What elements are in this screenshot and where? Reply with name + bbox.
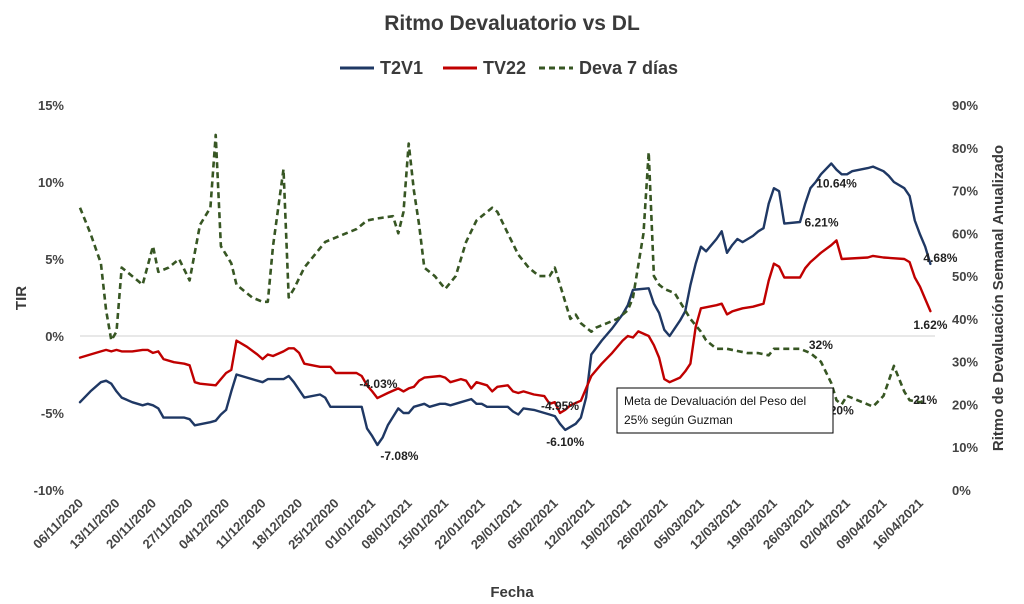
y-right-tick-label: 80% (952, 141, 978, 156)
legend-label: T2V1 (380, 58, 423, 78)
y-left-tick-label: 15% (38, 98, 64, 113)
y-right-tick-label: 70% (952, 184, 978, 199)
series-line-3 (78, 133, 926, 408)
series-line-2 (78, 239, 932, 415)
y-right-tick-label: 90% (952, 98, 978, 113)
y-axis-right: 0% 10% 20% 30% 40% 50% 60% 70% 80% 90% (952, 98, 978, 498)
y-axis-left: -10% -5% 0% 5% 10% 15% (34, 98, 65, 498)
x-axis-label: Fecha (490, 584, 534, 601)
data-label: 20% (830, 403, 854, 417)
y-axis-left-label: TIR (13, 286, 30, 310)
data-label: -7.08% (380, 449, 418, 463)
y-right-tick-label: 20% (952, 397, 978, 412)
data-label: 4.68% (923, 251, 957, 265)
note-box: Meta de Devaluación del Peso del 25% seg… (616, 387, 834, 434)
data-label: -4.03% (359, 377, 397, 391)
data-label: -6.10% (546, 435, 584, 449)
y-left-tick-label: 10% (38, 175, 64, 190)
y-axis-right-label: Ritmo de Devaluación Semanal Anualizado (990, 145, 1007, 451)
data-label: 32% (809, 338, 833, 352)
x-axis: 06/11/202013/11/202020/11/202027/11/2020… (30, 496, 926, 553)
note-line-1: Meta de Devaluación del Peso del (624, 394, 806, 408)
y-right-tick-label: 50% (952, 269, 978, 284)
y-right-tick-label: 60% (952, 226, 978, 241)
chart-title: Ritmo Devaluatorio vs DL (384, 12, 640, 35)
y-right-tick-label: 0% (952, 483, 971, 498)
annotations: -4.03% -7.08% -4.95% -6.10% 6.21% 10.64% 4.68%… (359, 177, 957, 463)
data-label: 1.62% (913, 318, 947, 332)
y-left-tick-label: 5% (45, 252, 64, 267)
series-line-1 (78, 162, 932, 447)
legend-label: Deva 7 días (579, 58, 678, 78)
legend-label: TV22 (483, 58, 526, 78)
y-left-tick-label: -10% (34, 483, 65, 498)
y-right-tick-label: 40% (952, 312, 978, 327)
data-label: 6.21% (805, 215, 839, 229)
y-left-tick-label: -5% (41, 406, 65, 421)
legend: T2V1 TV22 Deva 7 días (340, 58, 678, 78)
data-label: 21% (913, 393, 937, 407)
series-group (78, 133, 932, 447)
y-left-tick-label: 0% (45, 329, 64, 344)
data-label: -4.95% (541, 399, 579, 413)
note-line-2: 25% según Guzman (624, 413, 733, 427)
note-box-frame (616, 387, 834, 434)
data-label: 10.64% (816, 177, 857, 191)
y-right-tick-label: 10% (952, 440, 978, 455)
y-right-tick-label: 30% (952, 355, 978, 370)
